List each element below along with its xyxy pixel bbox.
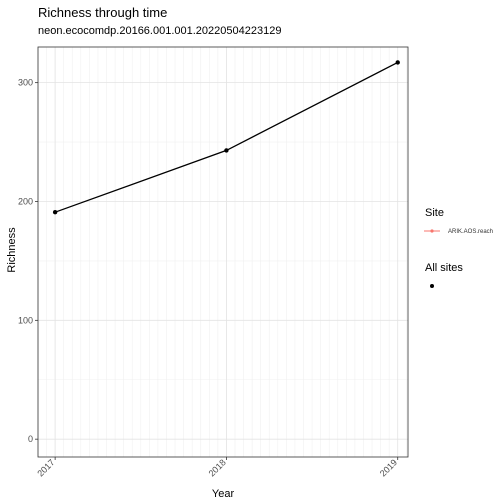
x-tick-label: 2018 — [207, 457, 228, 478]
x-tick-label: 2017 — [35, 457, 56, 478]
chart-title: Richness through time — [38, 5, 167, 20]
legend-key-point-all-sites — [430, 284, 434, 288]
panel-border — [37, 46, 409, 458]
y-tick-label: 0 — [28, 434, 33, 444]
legend-label-site: ARIK.AOS.reach — [448, 229, 493, 235]
data-point — [52, 209, 58, 215]
legend-key-point-site — [430, 229, 434, 233]
chart-subtitle: neon.ecocomdp.20166.001.001.202205042231… — [38, 25, 281, 37]
x-tick-label: 2019 — [378, 457, 399, 478]
y-tick-label: 300 — [18, 78, 33, 88]
y-tick-label: 100 — [18, 315, 33, 325]
legend-title-all-sites: All sites — [425, 262, 463, 274]
legend: Site ARIK.AOS.reach All sites — [424, 207, 493, 288]
data-point — [395, 60, 400, 65]
plot-panel: 0 100 200 300 2017 2018 2019 — [18, 46, 409, 479]
y-axis-title: Richness — [6, 227, 18, 273]
data-point — [224, 148, 229, 153]
y-tick-label: 200 — [18, 196, 33, 206]
x-axis-title: Year — [212, 488, 235, 500]
legend-title-site: Site — [425, 207, 444, 219]
